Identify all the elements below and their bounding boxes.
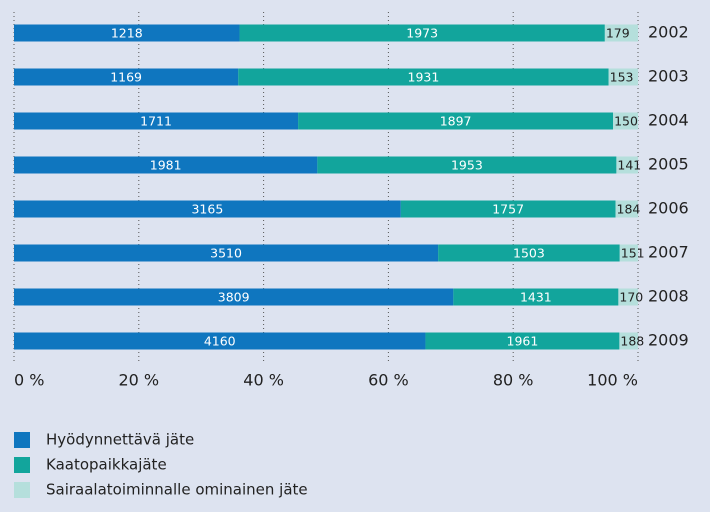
bar-segment: [453, 288, 619, 306]
bar-segment: [438, 244, 620, 262]
value-label: 1931: [408, 70, 440, 85]
legend-swatch: [14, 432, 30, 448]
bar-segment: [619, 332, 638, 350]
value-label: 1961: [507, 334, 539, 349]
value-label: 170: [619, 290, 643, 305]
legend-label: Hyödynnettävä jäte: [46, 431, 194, 449]
value-label: 188: [620, 334, 644, 349]
category-label: 2009: [648, 331, 689, 350]
bar-segment: [14, 288, 454, 306]
bar-segment: [613, 112, 638, 130]
legend-label: Sairaalatoiminnalle ominainen jäte: [46, 481, 308, 499]
legend-swatch: [14, 457, 30, 473]
bar-segment: [604, 24, 638, 42]
bar-segment: [425, 332, 620, 350]
bar-segment: [14, 68, 239, 86]
x-tick-label: 80 %: [493, 371, 534, 390]
bar-segment: [14, 200, 401, 218]
value-label: 3165: [191, 202, 223, 217]
bar-segment: [616, 156, 638, 174]
value-label: 3809: [218, 290, 250, 305]
value-label: 1973: [406, 26, 438, 41]
value-label: 141: [617, 158, 641, 173]
value-label: 1503: [513, 246, 545, 261]
category-label: 2002: [648, 23, 689, 42]
value-label: 151: [621, 246, 645, 261]
bar-segment: [14, 156, 318, 174]
bar-segment: [615, 200, 638, 218]
value-label: 1431: [520, 290, 552, 305]
category-label: 2007: [648, 243, 689, 262]
x-tick-label: 100 %: [587, 371, 638, 390]
bar-segment: [618, 288, 638, 306]
value-label: 184: [617, 202, 641, 217]
bar-segment: [317, 156, 617, 174]
value-label: 1169: [110, 70, 142, 85]
legend-label: Kaatopaikkajäte: [46, 456, 167, 474]
x-tick-label: 40 %: [243, 371, 284, 390]
value-label: 150: [614, 114, 638, 129]
x-tick-label: 0 %: [14, 371, 44, 390]
bar-segment: [298, 112, 614, 130]
category-label: 2008: [648, 287, 689, 306]
value-label: 1981: [150, 158, 182, 173]
legend-swatch: [14, 482, 30, 498]
bar-segment: [400, 200, 616, 218]
bar-segment: [14, 244, 439, 262]
category-label: 2004: [648, 111, 689, 130]
value-label: 1711: [140, 114, 172, 129]
value-label: 4160: [204, 334, 236, 349]
bar-segment: [608, 68, 638, 86]
value-label: 179: [606, 26, 630, 41]
value-label: 1757: [492, 202, 524, 217]
bar-segment: [239, 24, 605, 42]
value-label: 1218: [111, 26, 143, 41]
category-label: 2005: [648, 155, 689, 174]
bar-segment: [238, 68, 609, 86]
value-label: 153: [610, 70, 634, 85]
x-tick-label: 20 %: [118, 371, 159, 390]
value-label: 1897: [440, 114, 472, 129]
category-label: 2006: [648, 199, 689, 218]
bar-segment: [619, 244, 638, 262]
bar-segment: [14, 24, 240, 42]
bar-segment: [14, 112, 299, 130]
bar-segment: [14, 332, 426, 350]
x-tick-label: 60 %: [368, 371, 409, 390]
category-label: 2003: [648, 67, 689, 86]
value-label: 1953: [451, 158, 483, 173]
value-label: 3510: [210, 246, 242, 261]
